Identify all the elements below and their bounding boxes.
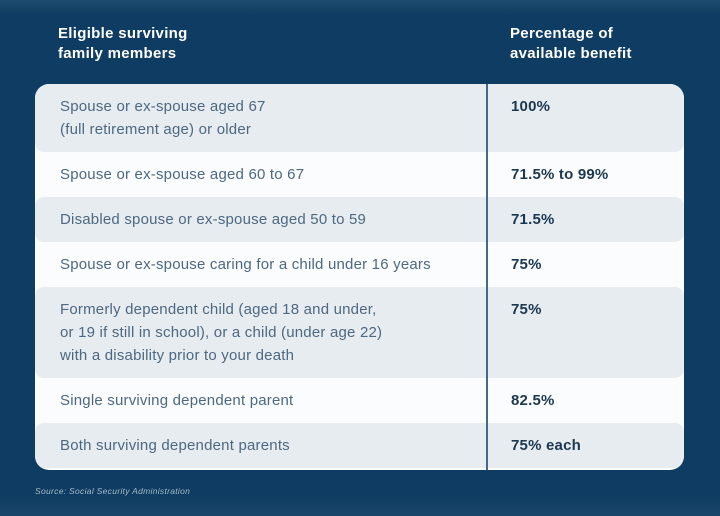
benefit-cell: 71.5% to 99% [511, 166, 609, 183]
benefit-cell: 75% each [511, 437, 581, 454]
member-cell: Both surviving dependent parents [60, 437, 290, 454]
table-row: Spouse or ex-spouse aged 60 to 67 71.5% … [35, 152, 684, 197]
table-row: Disabled spouse or ex-spouse aged 50 to … [35, 197, 684, 242]
member-cell: Spouse or ex-spouse aged 67 (full retire… [60, 98, 266, 138]
table-row: Single surviving dependent parent 82.5% [35, 378, 684, 423]
column-header-benefit: Percentage of available benefit [510, 25, 632, 62]
member-cell: Spouse or ex-spouse aged 60 to 67 [60, 166, 305, 183]
table-row: Spouse or ex-spouse caring for a child u… [35, 242, 684, 287]
table-row: Both surviving dependent parents 75% eac… [35, 423, 684, 468]
benefit-cell: 75% [511, 301, 542, 318]
member-cell: Disabled spouse or ex-spouse aged 50 to … [60, 211, 367, 228]
member-cell: Single surviving dependent parent [60, 392, 294, 409]
benefit-cell: 100% [511, 98, 551, 115]
benefit-cell: 71.5% [511, 211, 555, 228]
table-row: Formerly dependent child (aged 18 and un… [35, 287, 684, 378]
column-divider [486, 84, 488, 470]
benefit-cell: 82.5% [511, 392, 555, 409]
source-attribution: Source: Social Security Administration [35, 486, 191, 496]
column-header-members: Eligible surviving family members [58, 25, 188, 62]
benefit-cell: 75% [511, 256, 542, 273]
member-cell: Spouse or ex-spouse caring for a child u… [60, 256, 431, 273]
table-row: Spouse or ex-spouse aged 67 (full retire… [35, 84, 684, 152]
member-cell: Formerly dependent child (aged 18 and un… [60, 301, 383, 364]
benefits-table: Spouse or ex-spouse aged 67 (full retire… [35, 84, 684, 470]
